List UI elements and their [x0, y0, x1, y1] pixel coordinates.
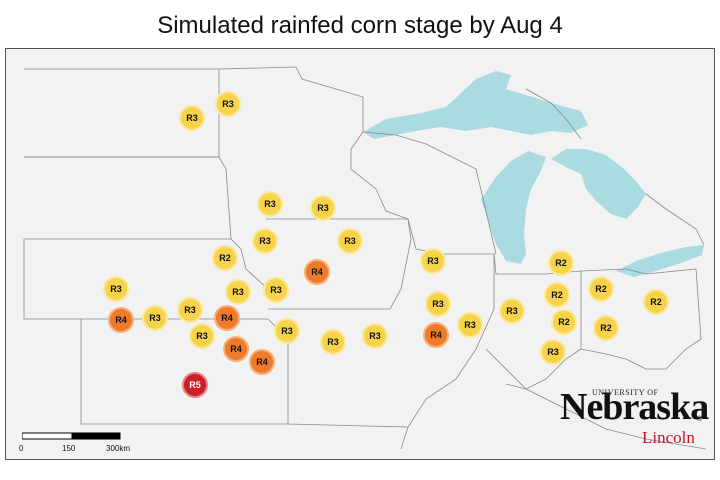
station-marker-r2: R2 — [593, 315, 619, 341]
logo-lincoln-text: Lincoln — [642, 428, 695, 447]
station-stage-label: R4 — [115, 315, 127, 325]
station-marker-r4: R4 — [223, 336, 249, 362]
station-stage-label: R4 — [430, 330, 442, 340]
logo-university-text: UNIVERSITY OF — [592, 388, 659, 397]
station-stage-label: R2 — [595, 284, 607, 294]
station-stage-label: R3 — [344, 236, 356, 246]
station-marker-r3: R3 — [499, 298, 525, 324]
station-stage-label: R3 — [232, 287, 244, 297]
station-marker-r3: R3 — [310, 195, 336, 221]
station-stage-label: R3 — [506, 306, 518, 316]
station-marker-r2: R2 — [212, 245, 238, 271]
station-marker-r3: R3 — [540, 339, 566, 365]
station-marker-r3: R3 — [179, 105, 205, 131]
station-marker-r3: R3 — [263, 277, 289, 303]
logo-registered-mark: ® — [697, 416, 703, 423]
scale-label-150: 150 — [62, 444, 76, 453]
station-marker-r2: R2 — [551, 309, 577, 335]
station-marker-r3: R3 — [252, 228, 278, 254]
station-marker-r3: R3 — [337, 228, 363, 254]
basemap — [6, 49, 714, 459]
station-stage-label: R3 — [327, 337, 339, 347]
station-marker-r3: R3 — [189, 323, 215, 349]
lake-superior — [363, 71, 588, 139]
station-stage-label: R3 — [184, 305, 196, 315]
station-stage-label: R4 — [256, 357, 268, 367]
station-marker-r3: R3 — [215, 91, 241, 117]
station-marker-r3: R3 — [103, 276, 129, 302]
station-stage-label: R2 — [551, 290, 563, 300]
station-marker-r4: R4 — [108, 307, 134, 333]
station-marker-r4: R4 — [214, 305, 240, 331]
station-marker-r2: R2 — [544, 282, 570, 308]
map-panel — [5, 48, 715, 460]
station-marker-r3: R3 — [274, 318, 300, 344]
station-marker-r3: R3 — [257, 191, 283, 217]
station-stage-label: R3 — [186, 113, 198, 123]
station-stage-label: R3 — [317, 203, 329, 213]
station-marker-r5: R5 — [182, 372, 208, 398]
station-stage-label: R2 — [558, 317, 570, 327]
station-stage-label: R3 — [427, 256, 439, 266]
station-marker-r3: R3 — [362, 323, 388, 349]
station-marker-r3: R3 — [457, 312, 483, 338]
station-stage-label: R2 — [219, 253, 231, 263]
station-marker-r3: R3 — [420, 248, 446, 274]
station-stage-label: R3 — [222, 99, 234, 109]
station-marker-r3: R3 — [425, 291, 451, 317]
lake-huron — [551, 149, 646, 219]
station-stage-label: R5 — [189, 380, 201, 390]
station-stage-label: R3 — [547, 347, 559, 357]
logo-nebraska-text: Nebraska — [560, 386, 709, 428]
station-marker-r4: R4 — [304, 259, 330, 285]
lake-michigan — [481, 151, 546, 264]
station-stage-label: R3 — [270, 285, 282, 295]
station-stage-label: R3 — [264, 199, 276, 209]
station-marker-r4: R4 — [423, 322, 449, 348]
station-stage-label: R2 — [555, 258, 567, 268]
station-marker-r3: R3 — [225, 279, 251, 305]
scale-bar — [22, 432, 121, 440]
station-marker-r2: R2 — [643, 289, 669, 315]
station-stage-label: R3 — [369, 331, 381, 341]
station-stage-label: R4 — [311, 267, 323, 277]
station-marker-r2: R2 — [588, 276, 614, 302]
station-stage-label: R3 — [110, 284, 122, 294]
station-stage-label: R3 — [432, 299, 444, 309]
station-stage-label: R3 — [149, 313, 161, 323]
scale-label-0: 0 — [19, 444, 24, 453]
station-marker-r3: R3 — [177, 297, 203, 323]
station-stage-label: R3 — [464, 320, 476, 330]
station-stage-label: R3 — [196, 331, 208, 341]
station-marker-r4: R4 — [249, 349, 275, 375]
station-stage-label: R3 — [281, 326, 293, 336]
station-stage-label: R3 — [259, 236, 271, 246]
station-stage-label: R2 — [600, 323, 612, 333]
station-marker-r2: R2 — [548, 250, 574, 276]
lake-erie — [616, 245, 704, 277]
map-title: Simulated rainfed corn stage by Aug 4 — [157, 12, 563, 39]
station-stage-label: R4 — [230, 344, 242, 354]
station-marker-r3: R3 — [320, 329, 346, 355]
scale-label-300: 300km — [106, 444, 131, 453]
station-stage-label: R2 — [650, 297, 662, 307]
station-marker-r3: R3 — [142, 305, 168, 331]
station-stage-label: R4 — [221, 313, 233, 323]
